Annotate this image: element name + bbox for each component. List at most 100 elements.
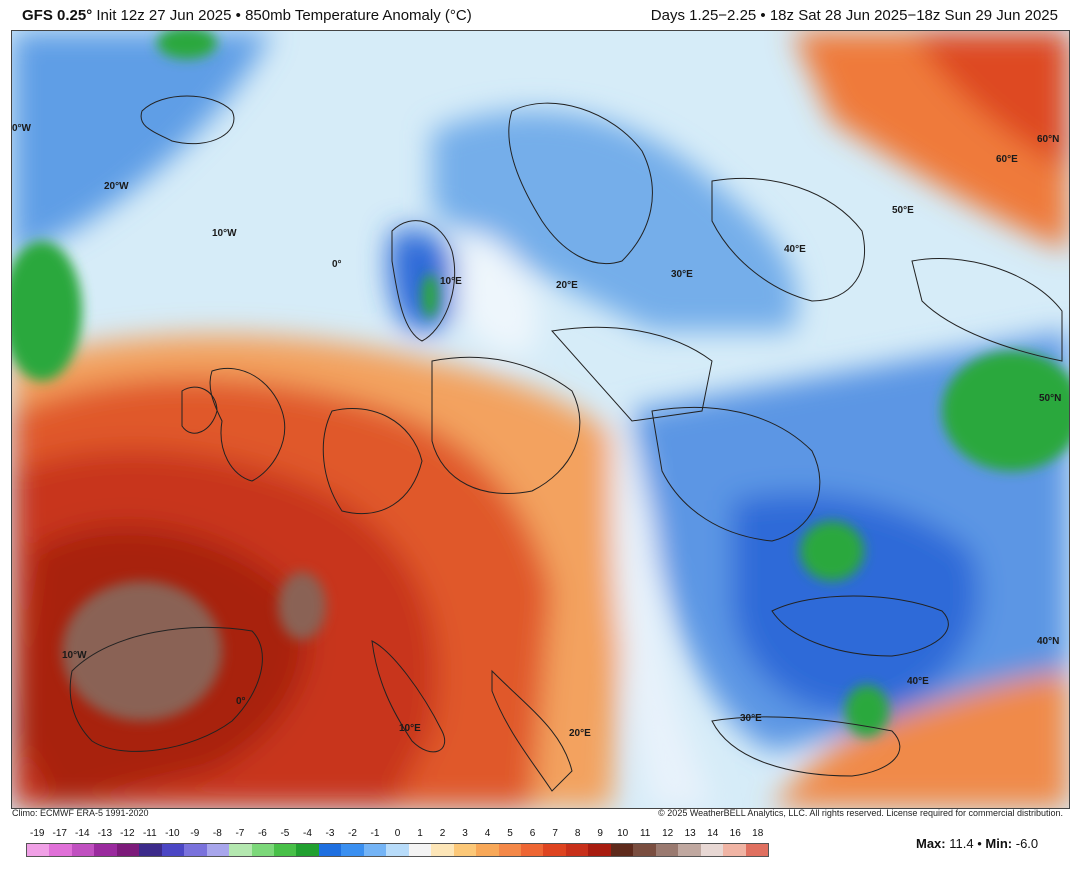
lon-label-10w-south: 10°W (62, 650, 87, 661)
legend-swatch (565, 844, 589, 856)
lon-label-0: 0° (332, 259, 342, 270)
legend-swatch (229, 844, 252, 856)
lon-label-20e-south: 20°E (569, 728, 591, 739)
legend-tick-label: -10 (165, 828, 180, 839)
lat-label-50n: 50°N (1039, 393, 1062, 404)
legend-tick-label: -5 (280, 828, 290, 839)
legend-tick-label: -1 (370, 828, 380, 839)
legend-swatch (139, 844, 162, 856)
legend-swatch (318, 844, 342, 856)
legend-swatch (363, 844, 387, 856)
legend-swatch (251, 844, 274, 856)
lon-label-10e: 10°E (440, 276, 462, 287)
legend-color-bar (26, 843, 769, 857)
legend-tick-label: 5 (507, 828, 513, 839)
climo-credit: Climo: ECMWF ERA-5 1991-2020 (12, 808, 149, 818)
lon-label-10e-south: 10°E (399, 723, 421, 734)
lon-label-0w: 0°W (12, 123, 31, 134)
lon-label-0-south: 0° (236, 696, 246, 707)
legend-swatch (633, 844, 656, 856)
legend-tick-label: 18 (752, 828, 764, 839)
legend-tick-label: -3 (325, 828, 335, 839)
legend-tick-label: -11 (142, 828, 157, 839)
max-value: 11.4 (949, 836, 974, 851)
legend-swatch (588, 844, 611, 856)
legend-tick-label: -6 (257, 828, 267, 839)
legend-swatch (543, 844, 566, 856)
legend-tick-label: 6 (529, 828, 536, 839)
lat-label-40n: 40°N (1037, 636, 1060, 647)
lon-label-20e: 20°E (556, 280, 578, 291)
legend-tick-label: -19 (30, 828, 45, 839)
legend-swatch (700, 844, 724, 856)
legend-swatch (206, 844, 230, 856)
lon-label-40e: 40°E (784, 244, 806, 255)
legend-swatch (184, 844, 207, 856)
valid-time: Days 1.25−2.25 • 18z Sat 28 Jun 2025−18z… (650, 7, 1058, 24)
legend-tick-label: 7 (552, 828, 558, 839)
legend-tick-label: -17 (52, 828, 67, 839)
legend-tick-label: -4 (302, 828, 312, 839)
legend-swatch (296, 844, 319, 856)
coastlines (69, 95, 1063, 792)
lat-label-60n: 60°N (1037, 134, 1060, 145)
lon-label-30e-south: 30°E (740, 713, 762, 724)
map-title: GFS 0.25° Init 12z 27 Jun 2025 • 850mb T… (22, 7, 472, 24)
legend-swatch (431, 844, 454, 856)
min-label: Min: (985, 836, 1013, 851)
lon-label-40e-south: 40°E (907, 676, 929, 687)
color-legend: -19 -17 -14 -13 -12 -11 -10 -9 -8 -7 -6 -5 -4 -3 -2 -1 0… (26, 824, 769, 864)
legend-swatch (678, 844, 701, 856)
legend-swatch (116, 844, 140, 856)
legend-tick-label: -9 (190, 828, 200, 839)
legend-tick-label: -7 (235, 828, 245, 839)
legend-swatch (273, 844, 297, 856)
legend-swatch (341, 844, 364, 856)
min-value: -6.0 (1015, 836, 1039, 851)
legend-swatch (408, 844, 432, 856)
map-subtitle: Init 12z 27 Jun 2025 • 850mb Temperature… (96, 7, 472, 24)
legend-tick-label: -8 (212, 828, 222, 839)
legend-tick-label: -13 (97, 828, 113, 839)
legend-tick-label: 10 (617, 828, 629, 839)
legend-tick-label: 1 (417, 828, 423, 839)
legend-tick-label: 4 (484, 828, 491, 839)
legend-swatch (723, 844, 746, 856)
legend-swatch (476, 844, 499, 856)
legend-swatch (610, 844, 634, 856)
legend-swatch (94, 844, 117, 856)
lon-label-20w: 20°W (104, 181, 129, 192)
legend-tick-label: 11 (639, 828, 651, 839)
legend-swatch (520, 844, 544, 856)
legend-tick-label: -2 (348, 828, 357, 839)
legend-tick-label: 0 (394, 828, 401, 839)
separator: • (977, 836, 982, 851)
legend-swatch (745, 844, 768, 856)
legend-tick-label: 14 (707, 828, 719, 839)
legend-tick-labels: -19 -17 -14 -13 -12 -11 -10 -9 -8 -7 -6 -5 -4 -3 -2 -1 0… (26, 828, 769, 842)
lon-label-60e: 60°E (996, 154, 1018, 165)
legend-tick-label: 3 (462, 828, 468, 839)
legend-tick-label: 13 (684, 828, 696, 839)
legend-swatch (71, 844, 95, 856)
legend-swatch (498, 844, 521, 856)
legend-swatch (49, 844, 72, 856)
legend-tick-label: 8 (574, 828, 581, 839)
legend-tick-label: -12 (120, 828, 135, 839)
legend-tick-label: 2 (439, 828, 446, 839)
legend-tick-label: -14 (75, 828, 90, 839)
lon-label-10w: 10°W (212, 228, 237, 239)
legend-swatch (453, 844, 477, 856)
legend-swatch (655, 844, 679, 856)
legend-tick-label: 12 (662, 828, 674, 839)
legend-tick-label: 16 (729, 828, 741, 839)
copyright-credit: © 2025 WeatherBELL Analytics, LLC. All r… (658, 808, 1063, 818)
map-header: GFS 0.25° Init 12z 27 Jun 2025 • 850mb T… (0, 0, 1080, 30)
lon-label-50e: 50°E (892, 205, 914, 216)
legend-swatch (27, 844, 50, 856)
anomaly-field (12, 31, 1069, 808)
lon-label-30e: 30°E (671, 269, 693, 280)
anomaly-map: 0°W 20°W 10°W 0° 10°E 20°E 30°E 40°E 50°… (11, 30, 1070, 809)
legend-tick-label: 9 (597, 828, 603, 839)
legend-swatch (161, 844, 185, 856)
